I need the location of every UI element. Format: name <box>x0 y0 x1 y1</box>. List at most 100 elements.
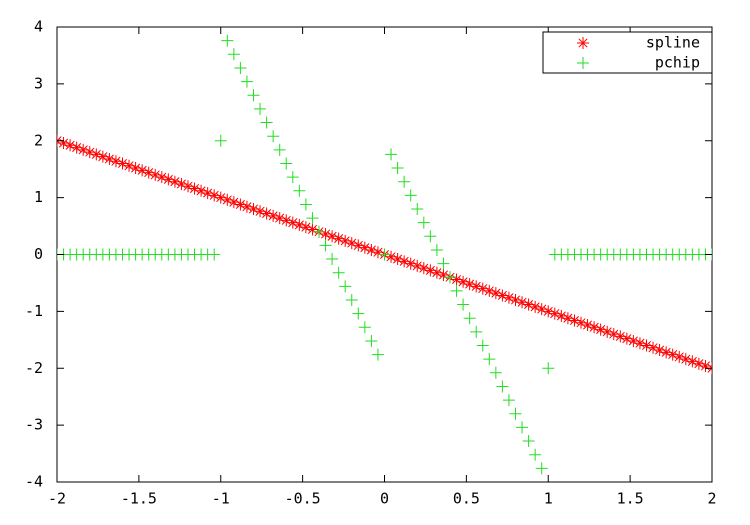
x-tick-label: -1 <box>212 490 230 508</box>
point <box>247 203 260 215</box>
point <box>208 248 221 261</box>
point <box>502 291 515 304</box>
point <box>149 168 162 181</box>
point <box>522 435 535 448</box>
point <box>103 152 116 165</box>
point <box>227 196 240 209</box>
plot-area <box>57 34 712 475</box>
point <box>404 257 417 270</box>
point <box>620 332 633 345</box>
point <box>398 255 411 268</box>
point <box>404 189 417 202</box>
point <box>286 216 299 229</box>
point <box>136 164 149 177</box>
point <box>463 278 476 291</box>
point <box>398 175 411 188</box>
x-tick-label: -2 <box>48 490 66 508</box>
point <box>182 180 194 193</box>
point <box>326 253 339 266</box>
point <box>332 232 345 245</box>
y-tick-label: -1 <box>25 302 43 320</box>
point <box>227 48 240 61</box>
point <box>345 237 358 250</box>
point <box>254 102 267 115</box>
point <box>273 212 286 225</box>
point <box>627 334 640 347</box>
point <box>83 146 96 159</box>
point <box>614 330 627 343</box>
point <box>240 200 253 213</box>
x-tick-label: -0.5 <box>285 490 321 508</box>
point <box>483 284 496 297</box>
point <box>529 300 542 313</box>
point <box>391 162 404 175</box>
point <box>509 294 522 306</box>
point <box>339 234 352 247</box>
point <box>594 323 607 336</box>
y-tick-label: -2 <box>25 359 43 377</box>
point <box>306 223 319 236</box>
y-tick-label: -3 <box>25 416 43 434</box>
point <box>516 296 529 309</box>
point <box>123 159 136 172</box>
point <box>430 266 443 279</box>
point <box>561 312 574 325</box>
point <box>673 350 686 363</box>
point <box>378 248 391 261</box>
point <box>345 294 358 306</box>
point <box>424 230 437 243</box>
point <box>129 162 142 175</box>
point <box>476 282 489 295</box>
point <box>352 307 365 320</box>
point <box>502 394 515 407</box>
point <box>437 257 450 270</box>
point <box>437 268 450 281</box>
x-tick-label: 1 <box>544 490 553 508</box>
point <box>535 303 548 316</box>
point <box>581 319 594 332</box>
point <box>57 137 70 150</box>
point <box>496 380 509 393</box>
point <box>168 175 181 188</box>
point <box>90 148 103 161</box>
y-tick-label: 4 <box>34 18 43 36</box>
point <box>280 157 293 170</box>
point <box>70 141 83 154</box>
point <box>299 221 312 234</box>
point <box>365 334 378 347</box>
point <box>208 189 221 202</box>
point <box>653 344 666 357</box>
point <box>679 353 692 366</box>
point <box>424 264 437 277</box>
point <box>692 357 705 370</box>
point <box>64 139 77 152</box>
point <box>77 143 90 156</box>
point <box>358 241 371 254</box>
point <box>385 148 398 161</box>
point <box>470 325 483 338</box>
point <box>633 337 646 350</box>
point <box>260 116 273 129</box>
point <box>286 171 299 184</box>
legend-marker <box>577 57 589 69</box>
point <box>463 312 476 325</box>
point <box>660 346 673 359</box>
point <box>116 157 129 170</box>
point <box>535 462 548 475</box>
point <box>319 239 332 252</box>
legend-label: pchip <box>655 54 700 72</box>
point <box>306 212 319 225</box>
y-tick-label: -4 <box>25 473 43 491</box>
point <box>548 307 561 320</box>
point <box>201 187 214 200</box>
point <box>175 177 188 190</box>
point <box>489 287 502 300</box>
point <box>542 362 555 375</box>
point <box>385 250 398 263</box>
point <box>358 321 371 334</box>
legend-box <box>542 31 713 74</box>
point <box>260 207 273 220</box>
point <box>142 166 155 179</box>
